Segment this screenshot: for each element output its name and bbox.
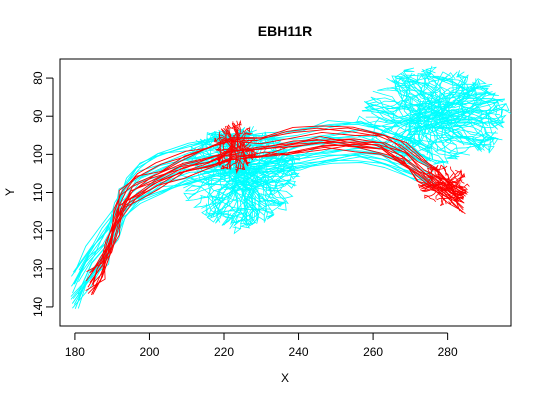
y-tick-label: 80 bbox=[31, 71, 45, 85]
y-tick-label: 120 bbox=[31, 220, 45, 240]
chart-title: EBH11R bbox=[258, 23, 312, 39]
x-tick-label: 200 bbox=[139, 345, 159, 359]
trace-layer bbox=[71, 66, 511, 309]
x-tick-label: 220 bbox=[214, 345, 234, 359]
y-tick-label: 140 bbox=[31, 297, 45, 317]
x-axis-title: X bbox=[281, 371, 289, 385]
x-tick-label: 180 bbox=[65, 345, 85, 359]
x-axis: 180 200 220 240 260 280 bbox=[65, 333, 458, 359]
y-tick-label: 90 bbox=[31, 109, 45, 123]
trace-line-0-6 bbox=[73, 154, 437, 303]
y-tick-label: 100 bbox=[31, 144, 45, 164]
y-tick-label: 110 bbox=[31, 183, 45, 202]
x-tick-label: 260 bbox=[363, 345, 383, 359]
trace-line-0-21 bbox=[75, 157, 433, 309]
y-axis: 80 90 100 110 120 130 140 bbox=[31, 71, 53, 317]
y-axis-title: Y bbox=[3, 188, 17, 196]
y-tick-label: 130 bbox=[31, 258, 45, 278]
x-tick-label: 240 bbox=[289, 345, 309, 359]
x-tick-label: 280 bbox=[438, 345, 458, 359]
